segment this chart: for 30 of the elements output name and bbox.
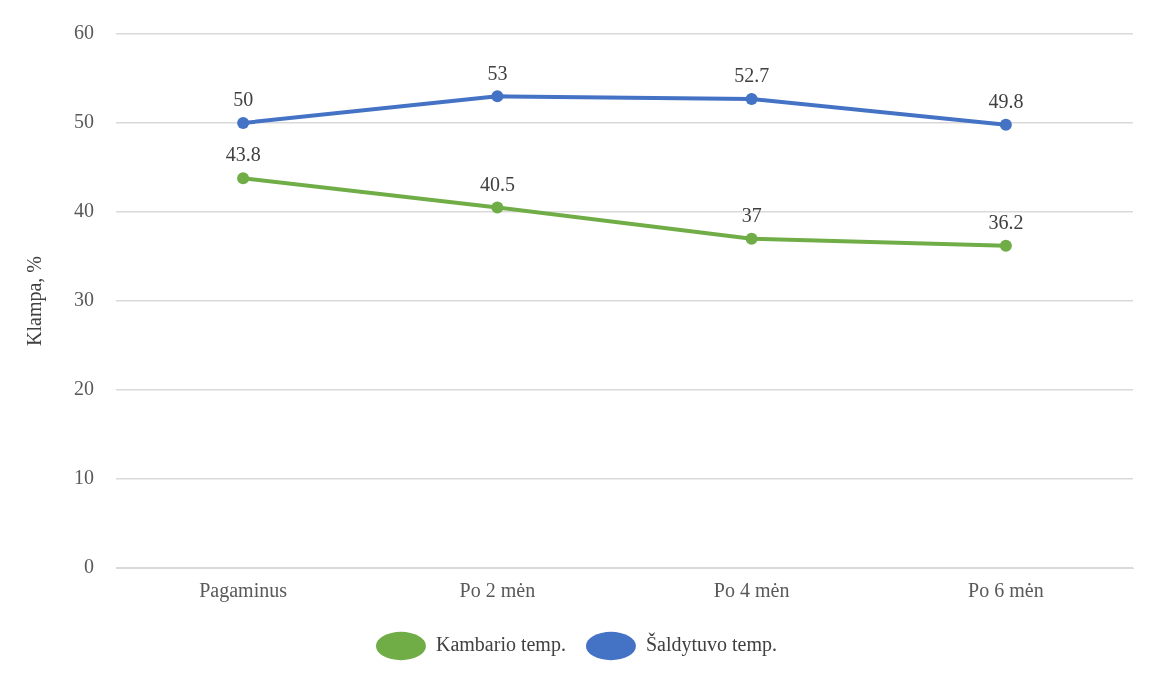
legend-label: Šaldytuvo temp. — [645, 632, 778, 657]
y-tick-label: 50 — [74, 110, 94, 133]
data-label: 49.8 — [988, 90, 1024, 113]
point — [745, 232, 758, 245]
data-label: 36.2 — [988, 211, 1024, 234]
y-tick-label: 40 — [74, 199, 94, 222]
point — [999, 239, 1012, 252]
point — [237, 172, 250, 185]
x-tick-label: Po 4 mėn — [713, 579, 790, 602]
x-tick-label: Po 6 mėn — [968, 579, 1044, 602]
data-label: 40.5 — [479, 172, 515, 195]
x-tick-label: Pagaminus — [199, 579, 288, 603]
x-tick-label: Po 2 mėn — [459, 579, 536, 602]
y-tick-label: 20 — [74, 377, 94, 400]
point — [745, 92, 758, 105]
y-tick-label: 0 — [84, 555, 94, 578]
data-label: 50 — [233, 88, 254, 111]
data-label: 52.7 — [734, 64, 770, 87]
legend-label: Kambario temp. — [435, 633, 566, 657]
point — [491, 201, 504, 214]
point — [491, 90, 504, 103]
y-axis-title: Klampa, % — [23, 256, 47, 346]
point — [237, 117, 250, 129]
data-label: 37 — [741, 203, 762, 226]
data-label: 53 — [487, 61, 508, 84]
data-label: 43.8 — [225, 143, 261, 166]
point — [999, 118, 1012, 131]
y-tick-label: 30 — [74, 288, 94, 311]
y-tick-label: 10 — [74, 466, 94, 489]
y-tick-label: 60 — [74, 21, 94, 44]
